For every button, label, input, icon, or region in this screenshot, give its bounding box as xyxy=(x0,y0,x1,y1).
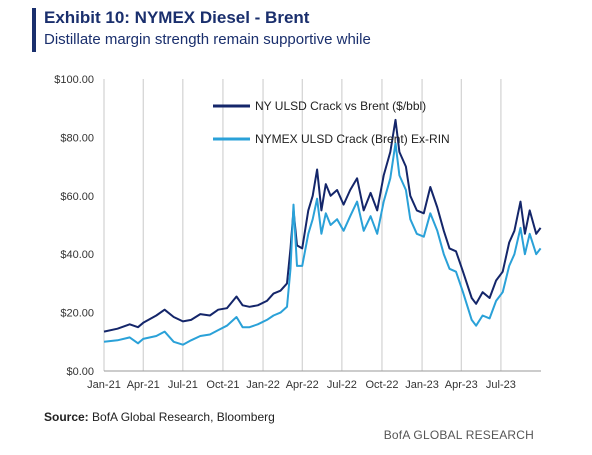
x-tick-label: Apr-22 xyxy=(286,379,319,391)
chart-title: Exhibit 10: NYMEX Diesel - Brent xyxy=(44,8,310,27)
series-line-ex-rin-crack xyxy=(103,142,542,346)
y-tick-label: $40.00 xyxy=(60,249,94,261)
x-tick-label: Apr-23 xyxy=(445,379,478,391)
legend-label: NYMEX ULSD Crack (Brent) Ex-RIN xyxy=(255,132,450,146)
y-tick-label: $0.00 xyxy=(66,366,94,378)
x-tick-label: Oct-22 xyxy=(365,379,398,391)
legend-label: NY ULSD Crack vs Brent ($/bbl) xyxy=(255,99,426,113)
y-tick-label: $100.00 xyxy=(54,74,94,86)
chart-subtitle: Distillate margin strength remain suppor… xyxy=(44,31,371,48)
x-tick-label: Oct-21 xyxy=(206,379,239,391)
brand-footer: BofA GLOBAL RESEARCH xyxy=(383,428,534,442)
x-tick-label: Jul-23 xyxy=(486,379,516,391)
x-tick-label: Apr-21 xyxy=(127,379,160,391)
y-tick-label: $80.00 xyxy=(60,132,94,144)
x-tick-label: Jul-21 xyxy=(168,379,198,391)
x-tick-label: Jan-22 xyxy=(246,379,280,391)
series-line-ny-ulsd-crack xyxy=(103,118,542,333)
x-tick-label: Jul-22 xyxy=(327,379,357,391)
y-tick-label: $20.00 xyxy=(60,308,94,320)
line-chart: Jan-21 Apr-21 Jul-21 Oct-21 Jan-22 Apr-22 Jul-… xyxy=(54,74,542,391)
title-accent-bar xyxy=(32,8,36,52)
source-note: Source: BofA Global Research, Bloomberg xyxy=(44,410,275,424)
source-label: Source: xyxy=(44,410,89,424)
source-text: BofA Global Research, Bloomberg xyxy=(92,410,275,424)
y-tick-label: $60.00 xyxy=(60,191,94,203)
x-tick-label: Jan-23 xyxy=(405,379,439,391)
x-tick-label: Jan-21 xyxy=(87,379,121,391)
